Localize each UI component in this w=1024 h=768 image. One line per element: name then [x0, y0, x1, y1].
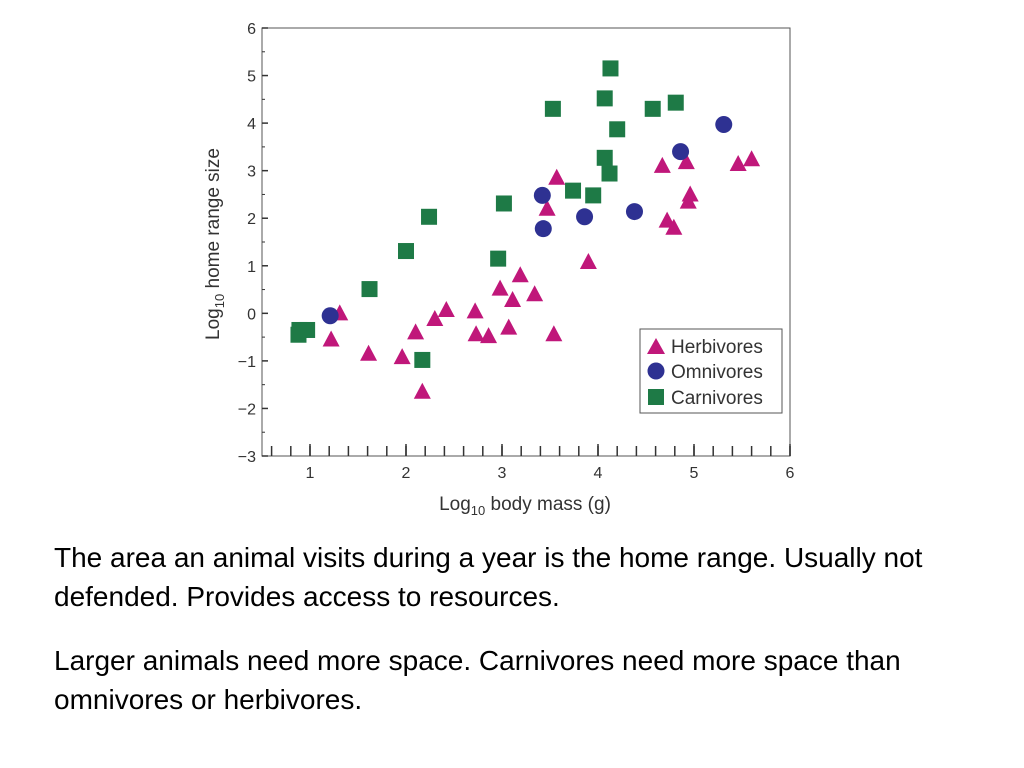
legend-carnivores-label: Carnivores — [671, 388, 763, 409]
carnivore-point — [565, 182, 582, 199]
carnivore-point — [596, 90, 613, 107]
herbivore-point — [681, 185, 699, 202]
omnivore-point — [321, 307, 339, 325]
carnivore-point — [299, 321, 316, 338]
carnivore-point — [609, 121, 626, 138]
y-axis-title: Log10 home range size — [203, 148, 227, 340]
herbivore-point — [511, 266, 529, 283]
herbivore-point — [426, 310, 444, 327]
x-tick-label: 4 — [594, 465, 603, 482]
carnivore-point — [544, 100, 561, 117]
carnivore-point — [585, 187, 602, 204]
series-carnivores — [290, 60, 684, 368]
carnivore-point — [414, 351, 431, 368]
herbivore-point — [548, 168, 566, 185]
y-tick-label: 1 — [247, 259, 256, 276]
y-axis: −3 −2 −1 0 1 2 3 4 5 6 — [238, 21, 268, 466]
legend-herbivores-marker — [647, 338, 665, 354]
carnivore-point — [602, 60, 619, 77]
legend-omnivores-label: Omnivores — [671, 362, 763, 383]
series-herbivores — [322, 150, 761, 399]
herbivore-point — [322, 330, 340, 347]
herbivore-point — [538, 199, 556, 216]
herbivore-point — [729, 155, 747, 172]
x-tick-label: 3 — [498, 465, 507, 482]
herbivore-point — [480, 327, 498, 344]
omnivore-point — [533, 186, 551, 204]
y-tick-label: 3 — [247, 164, 256, 181]
omnivore-point — [715, 116, 733, 134]
carnivore-point — [644, 100, 661, 117]
omnivore-point — [576, 208, 594, 226]
carnivore-point — [495, 195, 512, 212]
x-tick-label: 1 — [306, 465, 315, 482]
herbivore-point — [407, 323, 425, 340]
y-tick-label: −2 — [238, 401, 256, 418]
herbivore-point — [665, 218, 683, 235]
y-tick-label: −3 — [238, 449, 256, 466]
legend-herbivores-label: Herbivores — [671, 337, 763, 358]
carnivore-point — [361, 281, 378, 298]
herbivore-point — [545, 325, 563, 342]
caption-paragraph-1: The area an animal visits during a year … — [54, 542, 923, 612]
herbivore-point — [526, 285, 544, 302]
carnivore-point — [398, 243, 414, 260]
herbivore-point — [500, 318, 518, 335]
herbivore-point — [360, 344, 378, 361]
omnivore-point — [672, 143, 690, 161]
carnivore-point — [601, 165, 618, 182]
herbivore-point — [413, 382, 431, 399]
y-tick-label: 6 — [247, 21, 256, 38]
herbivore-point — [491, 279, 509, 296]
omnivore-point — [625, 203, 643, 221]
y-tick-label: 2 — [247, 211, 256, 228]
legend: Herbivores Omnivores Carnivores — [639, 328, 783, 414]
herbivore-point — [393, 348, 411, 365]
data-points — [290, 60, 761, 399]
carnivore-point — [490, 250, 507, 267]
x-axis-title: Log10 body mass (g) — [439, 494, 611, 518]
herbivore-point — [437, 301, 455, 318]
y-tick-label: −1 — [238, 354, 256, 371]
legend-omnivores-marker — [647, 362, 665, 380]
herbivore-point — [653, 156, 671, 173]
carnivore-point — [596, 149, 613, 166]
x-axis: 1 2 3 4 5 6 — [270, 444, 795, 482]
omnivore-point — [534, 220, 552, 238]
y-tick-label: 5 — [247, 69, 256, 86]
x-tick-label: 6 — [786, 465, 795, 482]
x-tick-label: 2 — [402, 465, 411, 482]
y-tick-label: 4 — [247, 116, 256, 133]
herbivore-point — [504, 291, 522, 308]
herbivore-point — [743, 150, 761, 167]
legend-carnivores-marker — [648, 389, 664, 405]
series-omnivores — [321, 116, 733, 325]
herbivore-point — [579, 252, 597, 269]
herbivore-point — [466, 302, 484, 319]
carnivore-point — [421, 208, 438, 225]
herbivore-point — [467, 325, 485, 342]
caption-paragraph-2: Larger animals need more space. Carnivor… — [54, 645, 901, 715]
scatter-chart: −3 −2 −1 0 1 2 3 4 5 6 1 2 3 4 5 6 Log10 home range si… — [203, 21, 795, 518]
y-tick-label: 0 — [247, 306, 256, 323]
carnivore-point — [667, 94, 684, 111]
x-tick-label: 5 — [690, 465, 699, 482]
herbivore-point — [677, 153, 695, 170]
